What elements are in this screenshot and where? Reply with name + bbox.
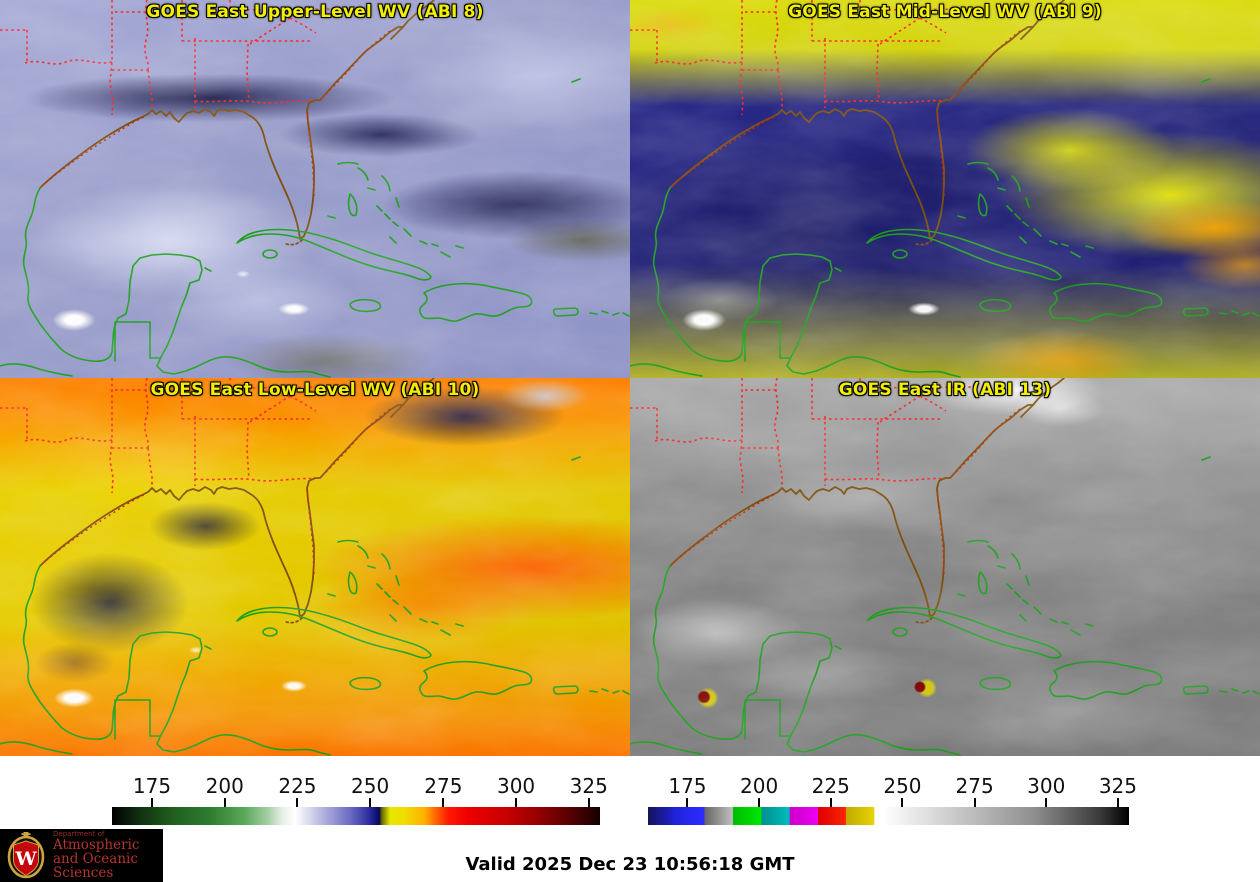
logo-text: Department of Atmospheric and Oceanic Sc… xyxy=(53,829,163,882)
colorbar-tick-label: 225 xyxy=(278,774,317,798)
map-overlay xyxy=(630,0,1260,378)
logo-name-line2: and Oceanic Sciences xyxy=(53,851,138,882)
logo-name-line1: Atmospheric xyxy=(53,836,140,853)
colorbar-tick-label: 175 xyxy=(668,774,707,798)
colorbar-tick xyxy=(829,798,832,807)
colorbar-tick-label: 175 xyxy=(132,774,172,798)
colorbar-tick xyxy=(442,798,445,807)
panel-title-abi9: GOES East Mid-Level WV (ABI 9) xyxy=(788,2,1102,22)
colorbar-tick-label: 225 xyxy=(811,774,850,798)
map-overlay xyxy=(0,378,630,756)
colorbar-tick xyxy=(296,798,299,807)
colorbar-tick-label: 300 xyxy=(1027,774,1066,798)
colorbar-tick-label: 200 xyxy=(205,774,244,798)
footer: 175 200 225 250 275 300 325 175 200 225 … xyxy=(0,756,1260,882)
panel-title-abi8: GOES East Upper-Level WV (ABI 8) xyxy=(146,2,484,22)
colorbar-tick xyxy=(151,798,154,807)
colorbar-tick xyxy=(587,798,590,807)
colorbar-tick-label: 275 xyxy=(424,774,463,798)
colorbar-tick xyxy=(973,798,976,807)
panel-mid-level-wv: GOES East Mid-Level WV (ABI 9) xyxy=(630,0,1260,378)
colorbar-tick xyxy=(901,798,904,807)
wv-colorbar-gradient xyxy=(112,807,600,825)
panel-low-level-wv: GOES East Low-Level WV (ABI 10) xyxy=(0,378,630,756)
colorbar-tick xyxy=(1116,798,1119,807)
colorbar-tick xyxy=(515,798,518,807)
ir-colorbar-gradient xyxy=(648,807,1129,825)
uw-aos-logo: W Department of Atmospheric and Oceanic … xyxy=(0,829,163,882)
colorbar-tick-label: 325 xyxy=(569,774,608,798)
colorbar-tick xyxy=(369,798,372,807)
valid-timestamp: Valid 2025 Dec 23 10:56:18 GMT xyxy=(465,854,795,875)
colorbar-tick-label: 325 xyxy=(1098,774,1138,798)
svg-text:W: W xyxy=(14,848,37,870)
uw-crest-icon: W xyxy=(7,832,45,879)
colorbar-tick xyxy=(223,798,226,807)
colorbar-tick-label: 300 xyxy=(496,774,536,798)
colorbar-tick-label: 250 xyxy=(883,774,922,798)
map-overlay xyxy=(630,378,1260,756)
panel-ir: GOES East IR (ABI 13) xyxy=(630,378,1260,756)
colorbar-tick-label: 200 xyxy=(740,774,779,798)
map-overlay xyxy=(0,0,630,378)
colorbar-tick xyxy=(1045,798,1048,807)
panel-title-abi10: GOES East Low-Level WV (ABI 10) xyxy=(150,380,480,400)
colorbar-tick xyxy=(758,798,761,807)
colorbar-tick-label: 250 xyxy=(351,774,390,798)
logo-dept-line: Department of xyxy=(53,829,105,838)
panel-title-abi13: GOES East IR (ABI 13) xyxy=(838,380,1052,400)
colorbar-tick-label: 275 xyxy=(955,774,994,798)
colorbar-tick xyxy=(686,798,689,807)
ir-colorbar: 175 200 225 250 275 300 325 xyxy=(648,756,1137,826)
panel-upper-level-wv: GOES East Upper-Level WV (ABI 8) xyxy=(0,0,630,378)
wv-colorbar: 175 200 225 250 275 300 325 xyxy=(112,756,608,826)
